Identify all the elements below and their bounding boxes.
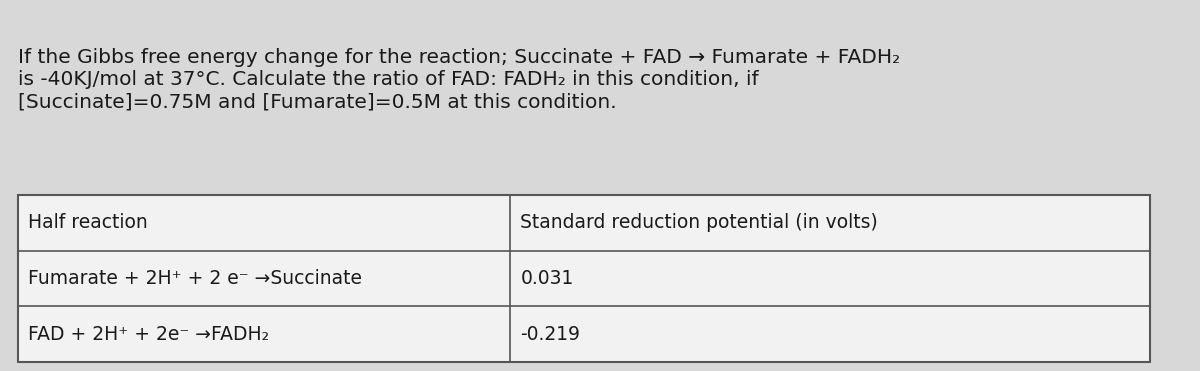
Text: Half reaction: Half reaction <box>28 213 148 232</box>
Text: 0.031: 0.031 <box>521 269 574 288</box>
Bar <box>18 195 1150 362</box>
Text: FAD + 2H⁺ + 2e⁻ →FADH₂: FAD + 2H⁺ + 2e⁻ →FADH₂ <box>28 325 269 344</box>
Text: is -40KJ/mol at 37°C. Calculate the ratio of FAD: FADH₂ in this condition, if: is -40KJ/mol at 37°C. Calculate the rati… <box>18 70 758 89</box>
Text: If the Gibbs free energy change for the reaction; Succinate + FAD → Fumarate + F: If the Gibbs free energy change for the … <box>18 48 900 67</box>
Text: Standard reduction potential (in volts): Standard reduction potential (in volts) <box>521 213 878 232</box>
Bar <box>18 195 1150 362</box>
Text: [Succinate]=0.75M and [Fumarate]=0.5M at this condition.: [Succinate]=0.75M and [Fumarate]=0.5M at… <box>18 92 617 111</box>
Text: Fumarate + 2H⁺ + 2 e⁻ →Succinate: Fumarate + 2H⁺ + 2 e⁻ →Succinate <box>28 269 362 288</box>
Text: -0.219: -0.219 <box>521 325 581 344</box>
